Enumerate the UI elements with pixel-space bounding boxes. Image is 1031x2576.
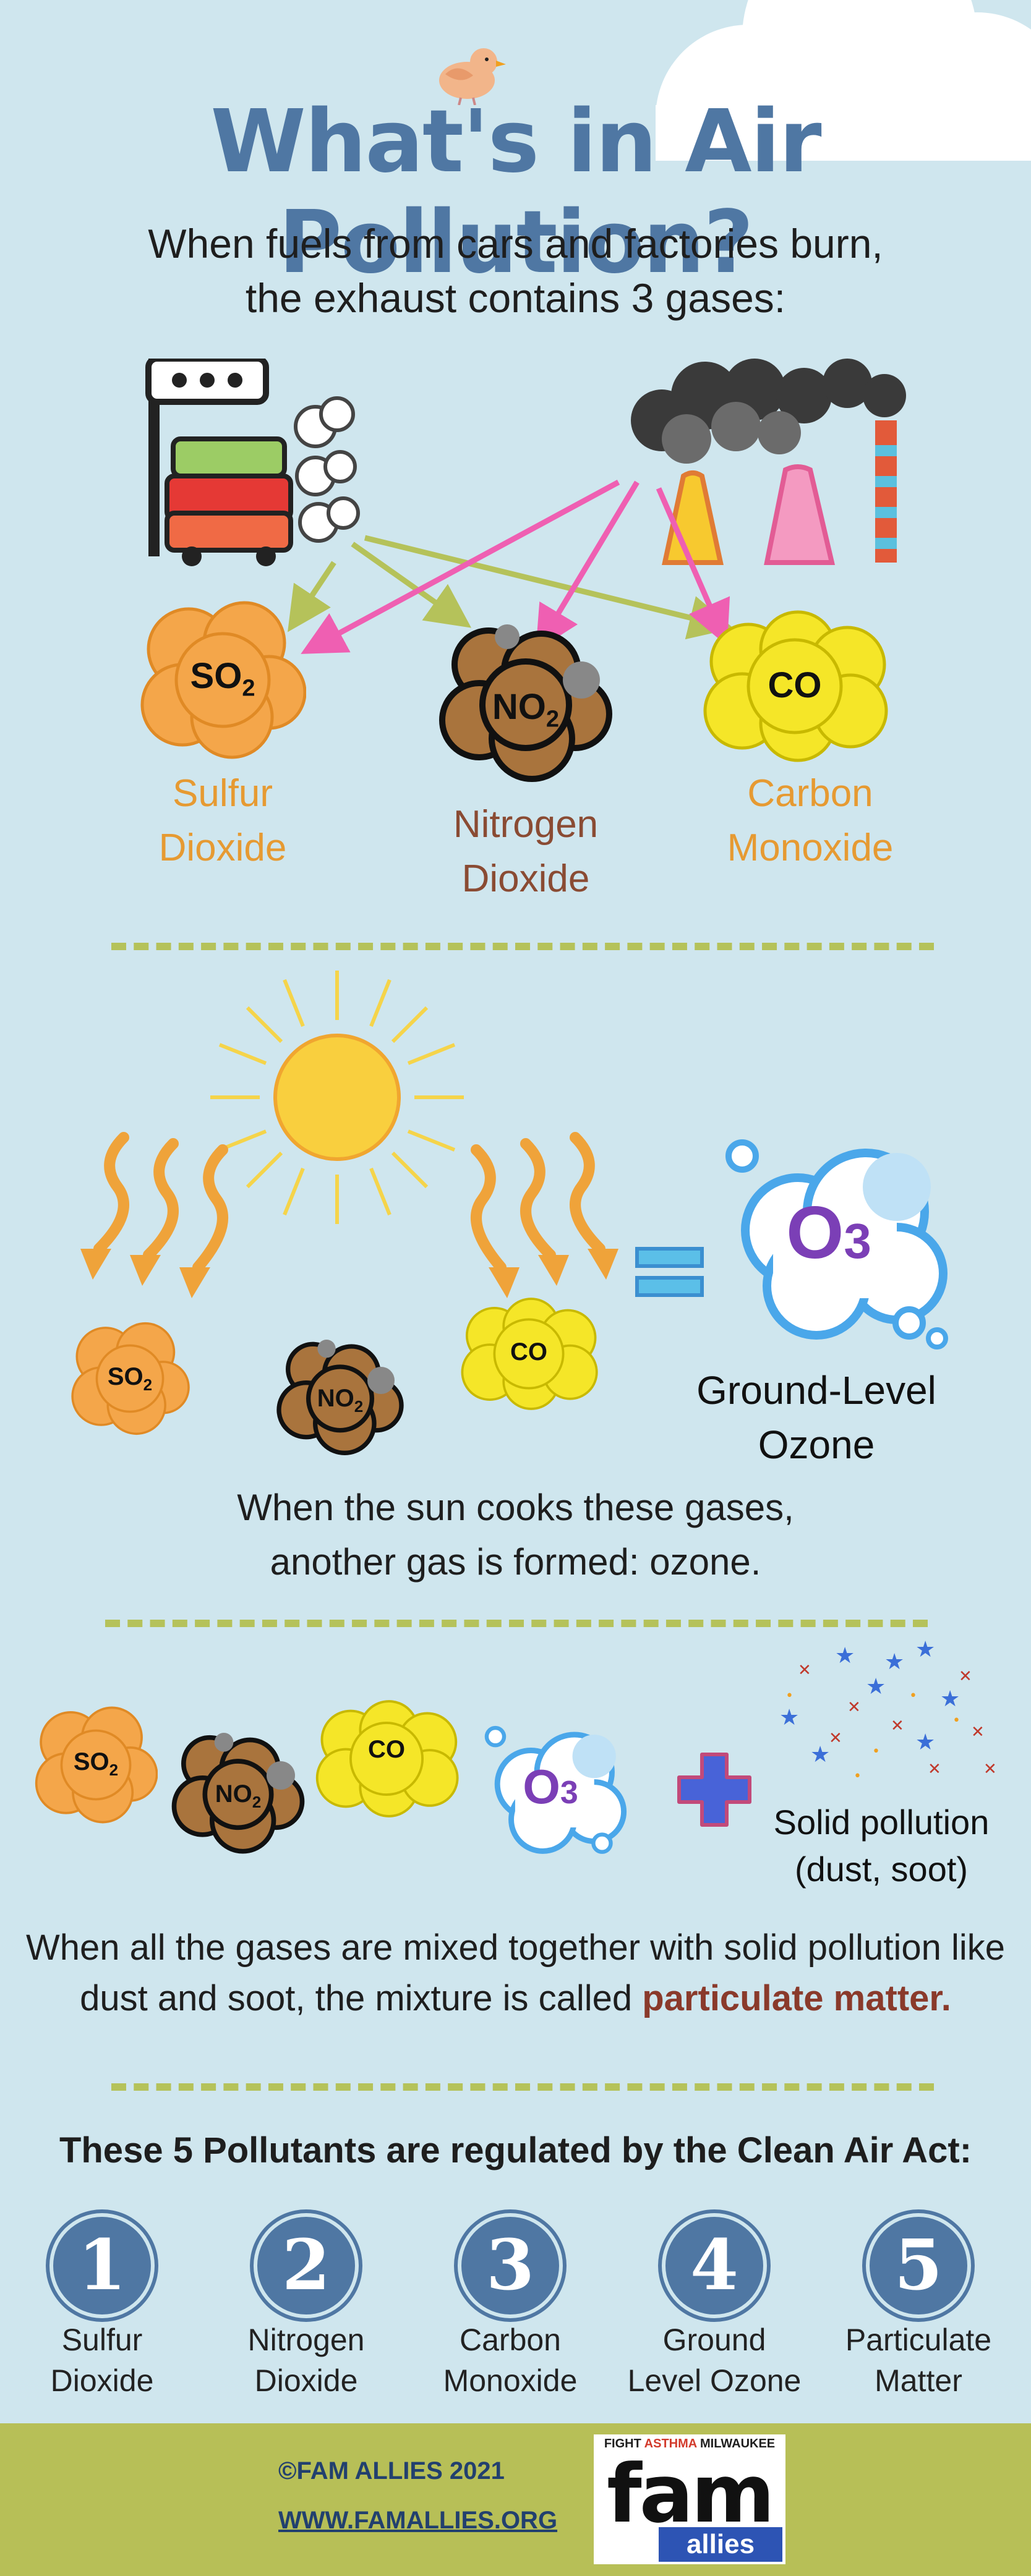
carbon-monoxide-label: Carbon Monoxide <box>727 772 894 869</box>
sulfur-dioxide-label: Sulfur Dioxide <box>158 772 287 869</box>
sulfur-dioxide-formula-mix: SO2 <box>73 1748 119 1779</box>
regulated-item-sulfur-dioxide: Sulfur Dioxide <box>50 2323 154 2398</box>
sulfur-dioxide-cloud-mix <box>35 1706 158 1824</box>
ozone-cloud <box>725 1139 948 1350</box>
heat-arrows-right <box>471 1132 618 1298</box>
heat-arrows-left <box>80 1132 228 1298</box>
svg-text:✕: ✕ <box>829 1729 842 1748</box>
cloud-decoration <box>656 0 1031 161</box>
nitrogen-dioxide-formula: NO2 <box>492 687 560 733</box>
svg-text:•: • <box>853 1769 862 1784</box>
dust-particles-icon: ★ ★ ★ ★★★ ★★ ✕✕✕ ✕ ✕✕ ✕ ✕ ••• •• <box>779 1637 997 1784</box>
regulated-item-nitrogen-dioxide: Nitrogen Dioxide <box>247 2323 365 2398</box>
svg-text:★: ★ <box>884 1649 904 1675</box>
number-3-badge: 3 <box>458 2213 563 2318</box>
svg-text:★: ★ <box>810 1742 830 1767</box>
bird-icon <box>439 48 506 105</box>
carbon-monoxide-cloud <box>703 610 888 762</box>
intro-text: When fuels from cars and factories burn,… <box>0 216 1031 325</box>
intro-line-2: the exhaust contains 3 gases: <box>245 275 786 321</box>
regulated-pollutants-title: These 5 Pollutants are regulated by the … <box>59 2130 972 2170</box>
carbon-monoxide-formula: CO <box>768 665 822 705</box>
number-1-badge: 1 <box>49 2213 155 2318</box>
sulfur-dioxide-cloud-small <box>71 1322 190 1435</box>
svg-text:✕: ✕ <box>971 1723 985 1741</box>
factory-smoke-icon <box>631 359 906 565</box>
sulfur-dioxide-formula-small: SO2 <box>107 1363 153 1394</box>
website-link[interactable]: WWW.FAMALLIES.ORG <box>278 2507 558 2534</box>
nitrogen-dioxide-cloud-small <box>276 1340 404 1455</box>
carbon-monoxide-formula-small: CO <box>510 1338 547 1366</box>
svg-text:✕: ✕ <box>798 1661 811 1680</box>
particulate-matter-highlight: particulate matter. <box>642 1978 951 2018</box>
svg-text:✕: ✕ <box>959 1667 972 1686</box>
ozone-explanation: When the sun cooks these gases, another … <box>237 1487 794 1583</box>
sun-icon <box>210 971 464 1224</box>
equals-icon <box>635 1247 704 1297</box>
page-title: What's in Air Pollution? <box>210 91 821 293</box>
svg-text:★: ★ <box>915 1730 935 1755</box>
carbon-monoxide-cloud-mix <box>315 1700 459 1817</box>
traffic-cars-icon <box>145 359 360 566</box>
number-4-badge: 4 <box>662 2213 767 2318</box>
plus-icon <box>677 1753 751 1827</box>
svg-text:★: ★ <box>915 1637 935 1662</box>
nitrogen-dioxide-formula-small: NO2 <box>317 1385 364 1416</box>
svg-text:★: ★ <box>940 1686 960 1712</box>
section-divider-3 <box>111 2083 934 2091</box>
svg-text:✕: ✕ <box>983 1760 997 1779</box>
ozone-formula: O3 <box>786 1191 871 1274</box>
footer: ©FAM ALLIES 2021 WWW.FAMALLIES.ORG <box>0 2423 1031 2576</box>
section-divider-1 <box>111 943 934 950</box>
ground-level-ozone-label: Ground-Level Ozone <box>696 1368 936 1467</box>
ozone-formula-small: O3 <box>523 1759 578 1814</box>
regulated-item-ground-level-ozone: Ground Level Ozone <box>627 2323 802 2398</box>
nitrogen-dioxide-label: Nitrogen Dioxide <box>453 803 599 900</box>
logo-allies-badge: allies <box>659 2527 782 2562</box>
sulfur-dioxide-cloud <box>140 601 306 759</box>
svg-text:✕: ✕ <box>847 1698 861 1717</box>
sulfur-dioxide-formula: SO2 <box>190 656 255 702</box>
regulated-item-particulate-matter: Particulate Matter <box>845 2323 992 2398</box>
emission-arrows <box>288 480 734 654</box>
solid-pollution-label: Solid pollution (dust, soot) <box>773 1803 990 1889</box>
particulate-matter-explanation: When all the gases are mixed together wi… <box>26 1928 1005 2018</box>
carbon-monoxide-cloud-small <box>461 1298 598 1410</box>
svg-text:✕: ✕ <box>891 1717 904 1735</box>
svg-text:✕: ✕ <box>928 1760 941 1779</box>
svg-text:•: • <box>872 1744 880 1759</box>
nitrogen-dioxide-cloud-mix <box>171 1733 305 1854</box>
intro-line-1: When fuels from cars and factories burn, <box>148 221 883 266</box>
svg-text:•: • <box>909 1688 917 1704</box>
logo-tagline: FIGHT ASTHMA MILWAUKEE <box>604 2437 776 2451</box>
number-5-badge: 5 <box>866 2213 971 2318</box>
ozone-cloud-small <box>484 1725 627 1854</box>
nitrogen-dioxide-formula-mix: NO2 <box>215 1780 262 1811</box>
svg-text:★: ★ <box>779 1705 799 1730</box>
regulated-item-carbon-monoxide: Carbon Monoxide <box>443 2323 578 2398</box>
carbon-monoxide-formula-mix: CO <box>368 1736 405 1763</box>
fam-allies-logo: FIGHT ASTHMA MILWAUKEE fam allies <box>594 2434 785 2564</box>
logo-wordmark: fam <box>607 2447 775 2541</box>
number-2-badge: 2 <box>254 2213 359 2318</box>
section-divider-2 <box>105 1620 928 1627</box>
svg-text:•: • <box>785 1688 794 1704</box>
copyright-text: ©FAM ALLIES 2021 <box>278 2457 505 2485</box>
svg-text:★: ★ <box>835 1643 855 1668</box>
svg-text:★: ★ <box>866 1674 886 1699</box>
nitrogen-dioxide-cloud <box>439 624 612 782</box>
svg-text:•: • <box>952 1713 960 1728</box>
